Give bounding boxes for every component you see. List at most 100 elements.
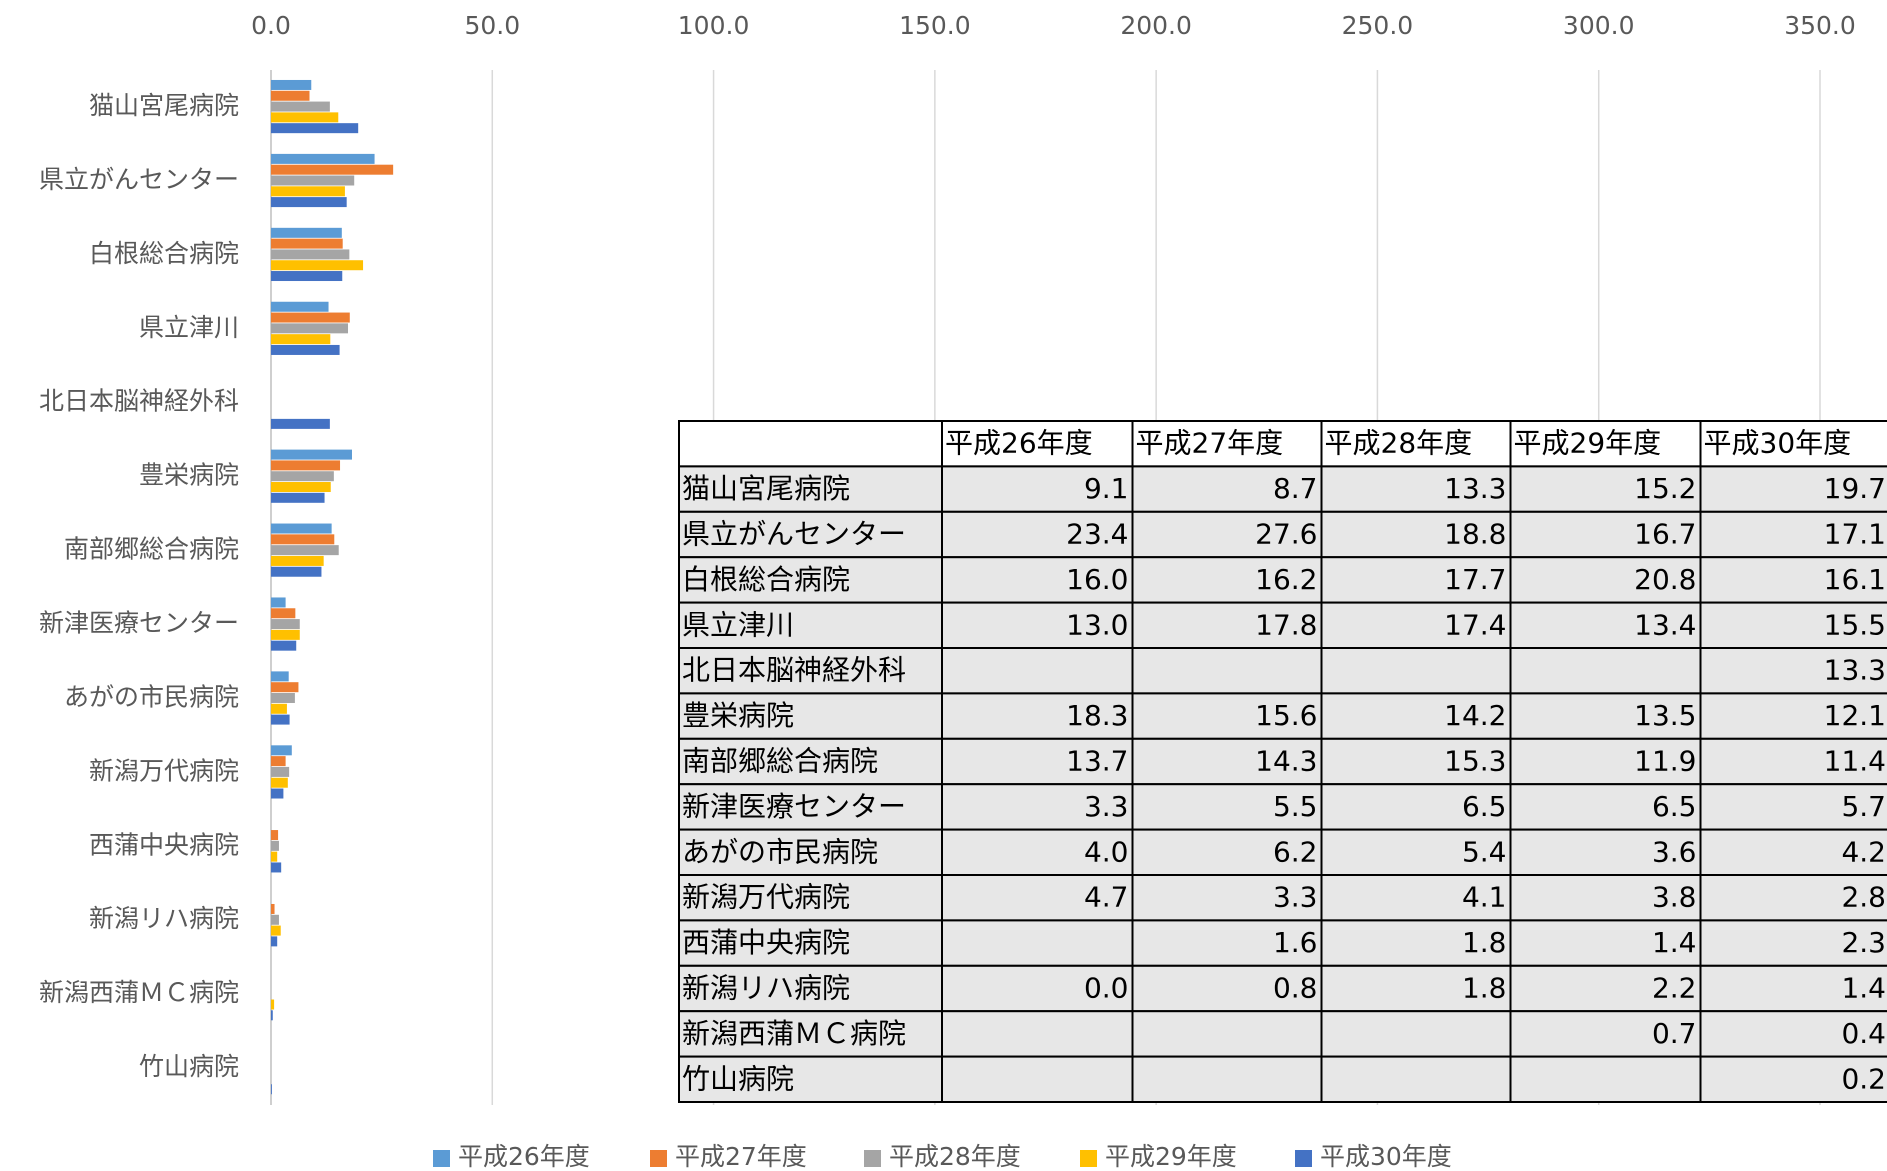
table-cell: [1509, 1055, 1702, 1103]
table-value: 13.3: [1824, 654, 1886, 687]
bar: [271, 936, 278, 947]
bar: [271, 1010, 273, 1021]
table-row-label: 県立津川: [682, 608, 794, 641]
bar: [271, 101, 330, 112]
table-cell: [941, 647, 1134, 695]
table-cell: [1699, 510, 1887, 559]
x-tick-label: 250.0: [1342, 11, 1414, 40]
table-value: 3.6: [1652, 835, 1697, 868]
table-value: 0.8: [1273, 972, 1318, 1005]
table-cell: [1699, 556, 1887, 604]
table-cell: [1131, 465, 1323, 513]
legend-swatch: [1080, 1150, 1097, 1167]
table-value: 1.4: [1652, 926, 1697, 959]
table-value: 15.5: [1824, 608, 1886, 641]
table-cell: [1699, 692, 1887, 740]
bar: [271, 671, 289, 682]
table-cell: [678, 647, 943, 695]
table-value: 4.2: [1841, 835, 1886, 868]
table-cell: [1509, 465, 1702, 513]
table-cell: [1509, 647, 1702, 695]
table-value: 16.0: [1066, 563, 1128, 596]
table-cell: [1131, 919, 1323, 967]
bar: [271, 925, 281, 936]
bar: [271, 788, 284, 799]
table-row-label: 豊栄病院: [682, 699, 794, 732]
table-value: 27.6: [1255, 518, 1317, 551]
bar: [271, 492, 325, 503]
table-value: 18.8: [1444, 518, 1506, 551]
bar: [271, 840, 279, 851]
table-value: 5.4: [1462, 835, 1507, 868]
y-tick-label: 南部郷総合病院: [64, 535, 239, 564]
table-value: 4.7: [1084, 881, 1129, 914]
table-value: 17.8: [1255, 608, 1317, 641]
y-tick-label: 新潟万代病院: [89, 756, 239, 785]
bar: [271, 90, 310, 101]
table-cell: [1699, 783, 1887, 831]
table-cell: [941, 1055, 1134, 1103]
table-cell: [1509, 828, 1702, 876]
bar: [271, 186, 345, 197]
table-header: 平成30年度: [1704, 427, 1852, 460]
bar: [271, 312, 350, 323]
table-value: 15.2: [1634, 472, 1696, 505]
legend-swatch: [650, 1150, 667, 1167]
table-value: 20.8: [1634, 563, 1696, 596]
table-row-label: 猫山宮尾病院: [682, 472, 850, 505]
table-cell: [1320, 783, 1512, 831]
table-value: 11.4: [1824, 745, 1886, 778]
table-value: 2.8: [1841, 881, 1886, 914]
y-tick-label: 北日本脳神経外科: [39, 387, 239, 416]
bar: [271, 830, 279, 841]
table-value: 0.2: [1841, 1062, 1886, 1095]
table-cell: [941, 964, 1134, 1013]
table-header: 平成28年度: [1325, 427, 1473, 460]
table-cell: [678, 964, 943, 1013]
table-value: 6.2: [1273, 835, 1318, 868]
bar: [271, 460, 341, 471]
x-tick-label: 300.0: [1563, 11, 1635, 40]
table-cell: [678, 737, 943, 786]
table-value: 4.1: [1462, 881, 1507, 914]
table-value: 3.3: [1273, 881, 1318, 914]
table-value: 1.8: [1462, 926, 1507, 959]
bar: [271, 301, 329, 312]
bar: [271, 123, 359, 134]
bar: [271, 682, 299, 693]
bar: [271, 545, 339, 556]
table-cell: [678, 510, 943, 559]
table-cell: [1320, 647, 1512, 695]
table-value: 1.8: [1462, 972, 1507, 1005]
legend-label: 平成30年度: [1320, 1142, 1452, 1171]
table-cell: [1131, 647, 1323, 695]
bar: [271, 534, 335, 545]
table-cell: [1509, 919, 1702, 967]
table-value: 13.4: [1634, 608, 1696, 641]
table-cell: [678, 601, 943, 649]
x-tick-label: 100.0: [678, 11, 750, 40]
table-value: 6.5: [1652, 790, 1697, 823]
table-cell: [678, 874, 943, 922]
table-cell: [1320, 828, 1512, 876]
table-row-label: 竹山病院: [682, 1062, 794, 1095]
bar: [271, 471, 334, 482]
table-cell: [1699, 420, 1887, 468]
table-cell: [1320, 556, 1512, 604]
table-cell: [1509, 601, 1702, 649]
bar: [271, 449, 352, 460]
bar: [271, 112, 339, 123]
bar: [271, 334, 331, 345]
bar: [271, 418, 330, 429]
y-tick-label: 西蒲中央病院: [89, 830, 239, 859]
table-cell: [941, 510, 1134, 559]
table-cell: [1320, 510, 1512, 559]
table-value: 17.1: [1824, 518, 1886, 551]
table-value: 16.7: [1634, 518, 1696, 551]
legend-swatch: [864, 1150, 881, 1167]
table-value: 14.2: [1444, 699, 1506, 732]
table-cell: [1699, 1055, 1887, 1103]
bar: [271, 714, 290, 725]
table-cell: [1131, 1010, 1323, 1058]
table-value: 13.3: [1444, 472, 1506, 505]
